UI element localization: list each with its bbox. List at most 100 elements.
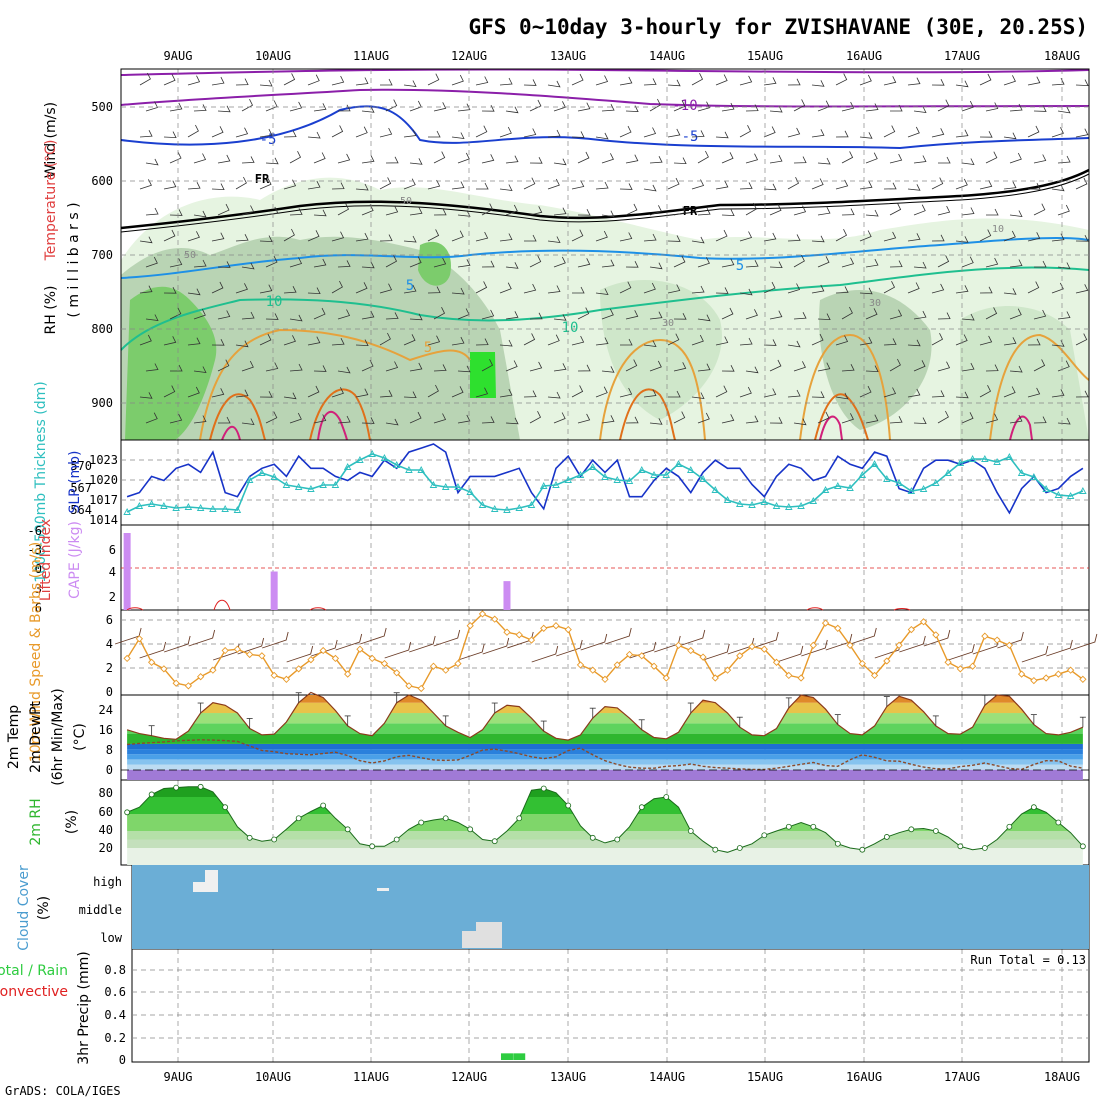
wind-barb <box>1033 203 1046 216</box>
wind-barb <box>793 205 807 216</box>
thickness-point <box>662 471 671 478</box>
cloud-unit: (%) <box>36 896 52 920</box>
thickness-point <box>638 466 646 473</box>
wind-barb <box>715 385 728 398</box>
wind-barb <box>883 182 897 190</box>
wind-point <box>797 674 805 682</box>
wind-barb <box>769 204 782 216</box>
wind-barb <box>193 210 207 218</box>
wind-barb <box>931 234 945 242</box>
wind-point <box>638 652 646 660</box>
wind-point <box>699 653 707 661</box>
wind-barb <box>571 229 584 242</box>
precip-ylabel: 3hr Precip (mm) <box>76 951 92 1064</box>
thickness-point <box>883 475 891 482</box>
thickness-point <box>392 461 401 468</box>
panel-frame <box>131 948 1090 1063</box>
wind-point <box>576 661 585 669</box>
wind-barb <box>961 256 974 268</box>
cape-ylabel: CAPE (J/kg) <box>67 521 83 599</box>
wind-barb <box>1027 281 1040 294</box>
rh-ytick: 80 <box>99 786 113 800</box>
rh-point <box>418 819 425 826</box>
rh-point <box>393 836 400 843</box>
wind-barb <box>979 131 993 138</box>
wind-barb <box>457 365 471 373</box>
wind-barb <box>379 390 393 398</box>
thickness-point <box>711 486 720 493</box>
wind-barb <box>481 309 495 320</box>
wind-barb <box>577 413 591 424</box>
wind-barb <box>553 207 567 216</box>
wind-point <box>772 658 781 666</box>
wind-barb <box>571 335 585 346</box>
wind-barb <box>384 641 412 659</box>
minmax-ylabel: (6hr Min/Max) <box>50 688 66 785</box>
wind-barb <box>1027 387 1041 398</box>
thickness-point <box>858 471 867 478</box>
wind-barb <box>1027 183 1041 190</box>
wind-point <box>981 632 989 640</box>
rh-point <box>736 845 743 851</box>
wind-barb <box>283 228 295 242</box>
wind-barb <box>283 392 297 400</box>
rh-point <box>148 791 155 798</box>
wind-barb <box>169 258 183 268</box>
wind-barb <box>763 388 777 398</box>
wind-point <box>674 641 683 649</box>
wind-barb <box>262 631 289 649</box>
wind-barb <box>703 643 730 661</box>
wind-barb <box>433 364 447 372</box>
wind-point <box>552 622 560 630</box>
wind-barb <box>1075 235 1089 242</box>
precip-bar <box>513 1053 526 1060</box>
wind-barb <box>643 282 656 294</box>
thickness-point <box>135 502 144 509</box>
wind-barb <box>217 310 231 320</box>
wind-barb <box>1009 259 1023 268</box>
wind-barb <box>169 413 183 424</box>
wind-barb <box>428 130 441 138</box>
wind-barb <box>793 156 807 164</box>
cape-ytick: 2 <box>109 590 116 604</box>
wind-point <box>1079 675 1087 683</box>
wind-barb <box>1009 365 1023 373</box>
wind-barb <box>923 629 951 647</box>
wind-barb <box>524 234 537 242</box>
temp-band <box>127 759 1083 765</box>
wind-barb <box>955 129 969 138</box>
date-label-bottom: 13AUG <box>550 1070 586 1084</box>
wind-barb <box>673 157 687 165</box>
wind-point <box>258 652 266 660</box>
wind-barb <box>451 230 464 242</box>
rh-point <box>687 828 694 834</box>
wind-barb <box>745 202 757 216</box>
wind-barb <box>553 314 567 321</box>
wind-barb <box>571 180 585 190</box>
rh-point <box>1079 843 1086 850</box>
thickness-point <box>576 471 585 478</box>
wind-barb <box>451 386 464 398</box>
wind-barb <box>237 637 265 655</box>
wind-barb <box>913 417 927 425</box>
wind-barb <box>835 286 849 294</box>
thickness-point <box>981 455 989 462</box>
wind-barb <box>595 132 609 140</box>
rh-point <box>785 823 792 830</box>
wind-barb <box>1027 232 1041 242</box>
wind-barb <box>907 126 920 138</box>
rh-point <box>222 804 229 811</box>
wind-barb <box>1027 76 1041 86</box>
wind-barb <box>667 235 681 242</box>
temperature-ylabel: Temperature (°C) <box>43 140 59 262</box>
temp-band <box>127 754 1083 760</box>
thickness-point <box>797 502 805 509</box>
wind-barb <box>769 359 782 372</box>
wind-barb <box>475 387 489 398</box>
cape-ytick: 4 <box>109 565 116 579</box>
thickness-point <box>417 466 425 473</box>
date-label-bottom: 9AUG <box>164 1070 193 1084</box>
li-ylabel: Lifted Index <box>38 519 54 601</box>
thickness-ylabel: 1000-500mb Thickness (dm) <box>33 381 49 582</box>
wind-barb <box>283 179 297 190</box>
